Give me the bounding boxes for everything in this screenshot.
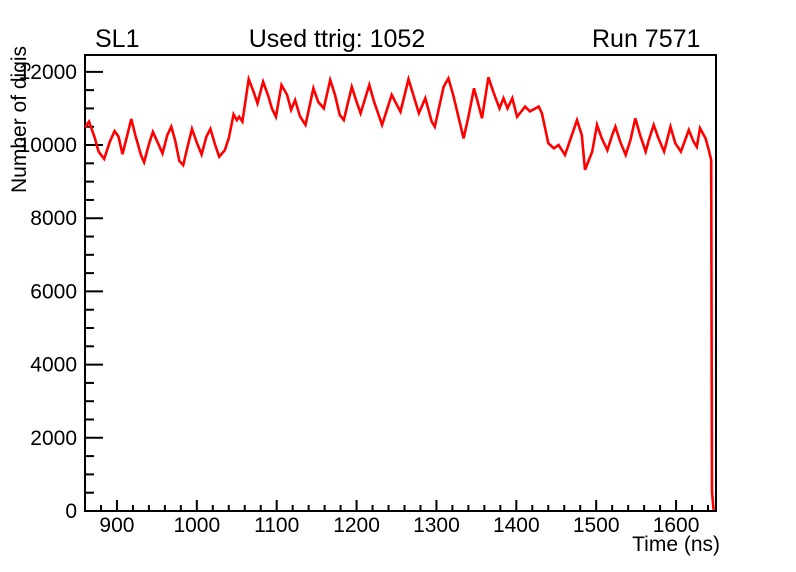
x-axis-tick-label: 1400 (493, 514, 540, 537)
x-axis-tick-label: 1600 (653, 514, 700, 537)
page-title: Used ttrig: 1052 (248, 25, 426, 53)
x-axis-tick-label: 1300 (413, 514, 460, 537)
y-axis-title: Number of digis (8, 45, 31, 193)
y-axis-tick-label: 12000 (19, 61, 77, 84)
x-axis-tick-label: 900 (99, 514, 134, 537)
run-number-title: Run 7571 (592, 25, 701, 53)
chamber-title: SL1 (95, 25, 140, 53)
x-axis-tick-label: 1500 (573, 514, 620, 537)
y-axis-tick-label: 0 (65, 500, 77, 523)
y-axis-tick-label: 2000 (30, 427, 77, 450)
x-axis-tick-label: 1200 (333, 514, 380, 537)
x-axis-title: Time (ns) (632, 533, 720, 556)
timebox-curve (83, 74, 715, 511)
y-axis-tick-label: 4000 (30, 354, 77, 377)
x-axis-tick-label: 1100 (254, 514, 299, 537)
x-axis-tick-label: 1000 (173, 514, 220, 537)
plot-frame (84, 54, 717, 512)
y-axis-tick-label: 6000 (30, 280, 77, 303)
y-axis-tick-label: 10000 (19, 134, 77, 157)
y-axis-tick-label: 8000 (30, 207, 77, 230)
